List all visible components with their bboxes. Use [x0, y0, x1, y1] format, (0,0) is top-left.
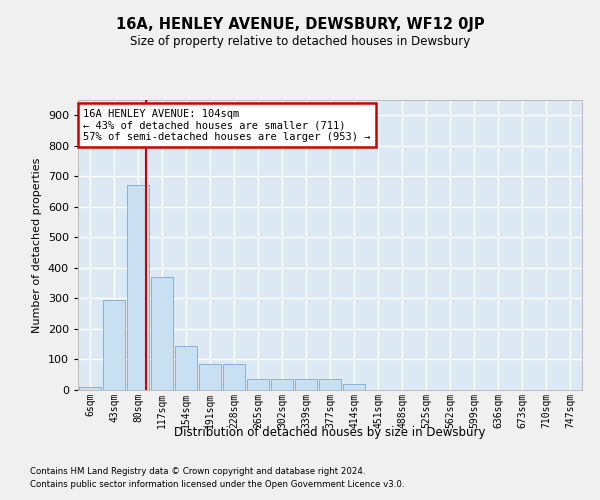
Y-axis label: Number of detached properties: Number of detached properties: [32, 158, 42, 332]
Bar: [175, 346, 197, 390]
Bar: [79, 387, 101, 390]
Bar: [223, 364, 245, 390]
Text: Contains public sector information licensed under the Open Government Licence v3: Contains public sector information licen…: [30, 480, 404, 489]
Bar: [319, 380, 341, 390]
Text: 16A HENLEY AVENUE: 104sqm
← 43% of detached houses are smaller (711)
57% of semi: 16A HENLEY AVENUE: 104sqm ← 43% of detac…: [83, 108, 371, 142]
Text: 16A, HENLEY AVENUE, DEWSBURY, WF12 0JP: 16A, HENLEY AVENUE, DEWSBURY, WF12 0JP: [116, 18, 484, 32]
Bar: [151, 277, 173, 390]
Bar: [343, 384, 365, 390]
Text: Distribution of detached houses by size in Dewsbury: Distribution of detached houses by size …: [174, 426, 486, 439]
Bar: [295, 380, 317, 390]
Bar: [127, 186, 149, 390]
Text: Size of property relative to detached houses in Dewsbury: Size of property relative to detached ho…: [130, 35, 470, 48]
Bar: [199, 364, 221, 390]
Text: Contains HM Land Registry data © Crown copyright and database right 2024.: Contains HM Land Registry data © Crown c…: [30, 467, 365, 476]
Bar: [103, 300, 125, 390]
Bar: [271, 380, 293, 390]
Bar: [247, 380, 269, 390]
